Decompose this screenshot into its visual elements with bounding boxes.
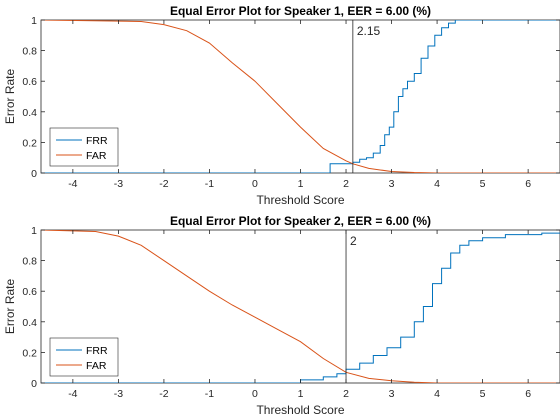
plot-area	[40, 19, 560, 174]
series-line-far	[41, 230, 560, 383]
chart-title: Equal Error Plot for Speaker 2, EER = 6.…	[170, 214, 431, 228]
y-tick-label: 0.2	[22, 137, 37, 149]
threshold-label: 2.15	[357, 24, 381, 38]
x-tick-label: -4	[68, 178, 77, 190]
series-line-frr	[41, 232, 560, 383]
y-axis-label: Error Rate	[3, 69, 17, 125]
y-tick-label: 0.2	[22, 347, 37, 359]
plot-lines	[41, 20, 560, 173]
x-tick-label: 3	[389, 388, 395, 400]
x-tick-label: 5	[480, 178, 486, 190]
y-tick-label: 0	[31, 378, 37, 390]
series-line-far	[41, 20, 560, 173]
x-tick-label: -2	[159, 178, 168, 190]
legend-label-frr: FRR	[86, 345, 108, 357]
x-tick-label: 6	[525, 388, 531, 400]
y-tick-label: 0.6	[22, 76, 37, 88]
y-tick-label: 0.4	[22, 107, 37, 119]
x-tick-label: 3	[389, 178, 395, 190]
x-tick-label: -3	[114, 178, 123, 190]
x-tick-label: 4	[434, 388, 440, 400]
y-tick-label: 1	[31, 15, 37, 27]
y-axis-label: Error Rate	[3, 279, 17, 335]
x-tick-label: 4	[434, 178, 440, 190]
legend-label-far: FAR	[86, 150, 107, 162]
legend-label-far: FAR	[86, 360, 107, 372]
y-tick-label: 0.8	[22, 256, 37, 268]
legend-label-frr: FRR	[86, 135, 108, 147]
x-tick-label: -1	[205, 178, 214, 190]
x-tick-label: 2	[343, 178, 349, 190]
x-tick-label: 6	[525, 178, 531, 190]
x-tick-label: 1	[298, 388, 304, 400]
chart-panel-1: Equal Error Plot for Speaker 1, EER = 6.…	[3, 4, 560, 207]
y-tick-label: 0	[31, 168, 37, 180]
threshold-label: 2	[350, 234, 357, 248]
legend: FRR FAR	[49, 337, 119, 377]
chart-title: Equal Error Plot for Speaker 1, EER = 6.…	[170, 4, 431, 18]
legend: FRR FAR	[49, 127, 119, 167]
y-tick-label: 0.8	[22, 46, 37, 58]
x-axis-label: Threshold Score	[256, 403, 344, 417]
y-tick-label: 1	[31, 225, 37, 237]
x-tick-label: -1	[205, 388, 214, 400]
legend-box	[49, 127, 119, 167]
legend-box	[49, 337, 119, 377]
y-tick-label: 0.6	[22, 286, 37, 298]
x-tick-label: 1	[298, 178, 304, 190]
x-tick-label: 0	[252, 388, 258, 400]
series-line-frr	[41, 20, 560, 173]
x-tick-label: 5	[480, 388, 486, 400]
plot-lines	[41, 230, 560, 383]
plot-area	[40, 229, 560, 384]
x-axis-label: Threshold Score	[256, 193, 344, 207]
y-tick-label: 0.4	[22, 317, 37, 329]
x-tick-label: -3	[114, 388, 123, 400]
x-tick-label: 2	[343, 388, 349, 400]
x-tick-label: -2	[159, 388, 168, 400]
chart-panel-2: Equal Error Plot for Speaker 2, EER = 6.…	[3, 214, 560, 417]
x-tick-label: 0	[252, 178, 258, 190]
x-tick-label: -4	[68, 388, 77, 400]
